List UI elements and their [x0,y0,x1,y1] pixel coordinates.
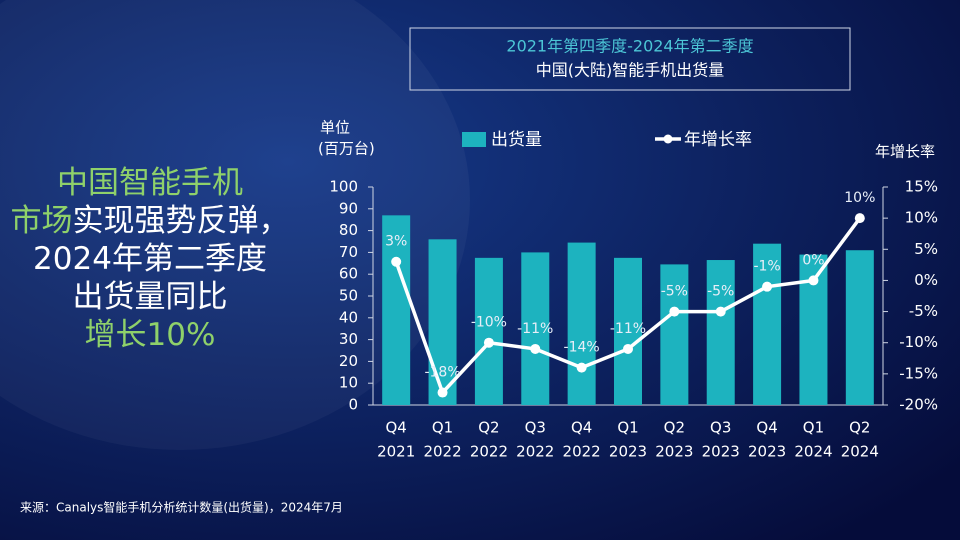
y-tick-label: 40 [339,308,358,326]
y2-tick-label: -5% [909,302,938,320]
point [437,387,448,398]
y-tick-label: 60 [339,265,358,283]
point [854,213,865,224]
data-label: -11% [610,321,646,337]
y2-axis-title: 年增长率 [875,143,935,161]
data-label: -18% [424,365,460,381]
point [623,343,633,354]
headline-line: 2024年第二季度 [33,241,267,277]
bar [614,257,642,405]
headline-text: 增长10% [85,317,216,353]
data-label: -10% [471,315,507,331]
data-label: 3% [385,234,407,250]
y2-tick-label: -15% [899,364,938,382]
y-tick-label: 70 [339,243,358,261]
x-tick-label: 2023 [748,443,786,461]
y-tick-label: 90 [339,199,358,217]
x-tick-label: 2024 [794,443,832,461]
bar [382,215,411,405]
y2-tick-label: -10% [899,333,938,351]
source: 来源：Canalys智能手机分析统计数量(出货量)，2024年7月 [20,500,343,515]
y2-tick-label: 5% [914,240,938,258]
x-tick-label: 2021 [377,443,415,461]
x-tick-label: Q2 [849,419,870,437]
point [576,362,587,373]
x-tick-label: 2024 [841,443,879,461]
x-tick-label: Q3 [710,419,731,437]
headline-text: 市场 [11,203,73,239]
x-tick-label: Q4 [386,419,407,437]
x-tick-label: Q3 [525,419,546,437]
point [391,256,402,267]
x-tick-label: 2023 [702,443,740,461]
bar [706,260,735,405]
x-tick-label: Q2 [664,419,685,437]
x-tick-label: Q1 [432,419,453,437]
headline-text: 出货量同比 [73,279,228,315]
headline-line: 出货量同比 [73,279,228,315]
data-label: -5% [661,284,688,300]
x-tick-label: Q4 [756,419,777,437]
x-tick-label: 2023 [609,443,647,461]
y-tick-label: 20 [339,352,358,370]
headline-text: 实现强势反弹， [73,203,290,239]
y-tick-label: 10 [339,374,358,392]
y2-tick-label: 10% [905,209,938,227]
legend-label: 出货量 [491,130,542,150]
x-tick-label: 2022 [516,443,554,461]
point [669,306,680,317]
legend-swatch [462,132,486,147]
data-label: 10% [844,190,875,206]
y-axis-title: (百万台) [318,140,375,158]
y-tick-label: 100 [329,178,358,196]
bar [753,243,782,405]
point [483,337,494,348]
bar [845,250,874,405]
bar [474,257,503,405]
chart-title: 中国(大陆)智能手机出货量 [536,61,725,80]
bar [660,264,689,405]
legend-swatch [663,134,673,144]
x-tick-label: Q4 [571,419,592,437]
y-tick-label: 0 [348,396,358,414]
bar [428,239,457,405]
title-box [409,27,851,91]
bar [567,242,596,405]
y-tick-label: 30 [339,330,358,348]
point [762,281,773,292]
x-tick-label: 2022 [470,443,508,461]
headline-line: 市场实现强势反弹， [11,203,290,239]
x-tick-label: 2022 [423,443,461,461]
headline-text: 中国智能手机 [57,165,243,201]
x-tick-label: 2023 [655,443,693,461]
point [715,306,726,317]
data-label: -1% [753,259,780,275]
y2-tick-label: 15% [905,178,938,196]
headline-line: 增长10% [85,317,216,353]
x-tick-label: 2022 [563,443,601,461]
point [530,343,541,354]
data-label: -11% [517,321,553,337]
y-axis-title: 单位 [320,119,350,137]
y-tick-label: 80 [339,221,358,239]
x-tick-label: Q1 [617,419,638,437]
chart-title: 2021年第四季度-2024年第二季度 [506,37,753,56]
x-tick-label: Q1 [803,419,824,437]
data-label: 0% [802,252,824,268]
y-tick-label: 50 [339,287,358,305]
headline-text: 2024年第二季度 [33,241,267,277]
legend-label: 年增长率 [684,130,752,150]
data-label: -5% [707,284,734,300]
x-tick-label: Q2 [478,419,499,437]
y2-tick-label: -20% [899,396,938,414]
bar [521,252,550,405]
point [808,275,819,286]
decor [0,0,470,450]
data-label: -14% [564,340,600,356]
headline-line: 中国智能手机 [57,165,243,201]
y2-tick-label: 0% [914,271,938,289]
